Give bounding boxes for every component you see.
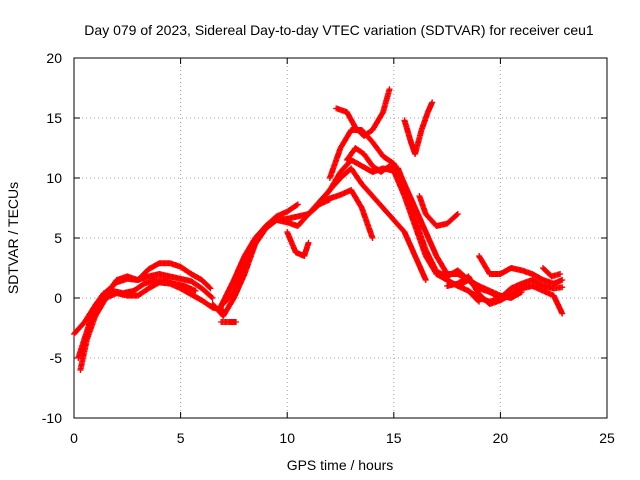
- y-tick-label: -10: [42, 410, 62, 426]
- series-track-14: [401, 99, 436, 157]
- series-track-20: [454, 277, 525, 301]
- y-tick-label: 20: [46, 50, 62, 66]
- series-markers: [220, 187, 376, 307]
- series-markers: [316, 165, 429, 283]
- series-track-9: [284, 229, 312, 259]
- data-points: [71, 86, 566, 373]
- series-markers: [454, 277, 525, 301]
- series-track-15: [343, 145, 483, 294]
- series-track-4: [92, 279, 227, 319]
- series-track-13: [333, 86, 393, 139]
- y-tick-label: 15: [46, 110, 62, 126]
- y-axis-label: SDTVAR / TECUs: [5, 182, 21, 294]
- series-markers: [343, 145, 483, 294]
- series-markers: [333, 86, 393, 139]
- chart-title: Day 079 of 2023, Sidereal Day-to-day VTE…: [84, 22, 594, 38]
- series-track-8: [220, 187, 376, 307]
- series-markers: [92, 279, 227, 319]
- series-markers: [284, 229, 312, 259]
- y-tick-label: -5: [50, 350, 63, 366]
- x-axis-label: GPS time / hours: [287, 457, 394, 473]
- series-track-11: [316, 165, 429, 283]
- y-tick-label: 5: [54, 230, 62, 246]
- series-markers: [416, 193, 461, 229]
- x-tick-label: 20: [493, 430, 509, 446]
- series-markers: [476, 253, 566, 287]
- x-tick-label: 5: [177, 430, 185, 446]
- series-markers: [401, 99, 436, 157]
- axis-ticks: 0 5 10 15 20 25 -10 -5 0 5 10 15 20: [42, 50, 615, 446]
- grid-lines: [74, 58, 607, 418]
- x-tick-label: 10: [279, 430, 295, 446]
- x-tick-label: 25: [599, 430, 615, 446]
- x-tick-label: 0: [70, 430, 78, 446]
- y-tick-label: 10: [46, 170, 62, 186]
- x-tick-label: 15: [386, 430, 402, 446]
- series-track-7: [218, 319, 239, 325]
- series-track-18: [476, 253, 566, 287]
- series-track-16: [416, 193, 461, 229]
- y-tick-label: 0: [54, 290, 62, 306]
- series-track-21: [540, 265, 564, 280]
- series-markers: [540, 265, 564, 280]
- series-markers: [218, 319, 239, 325]
